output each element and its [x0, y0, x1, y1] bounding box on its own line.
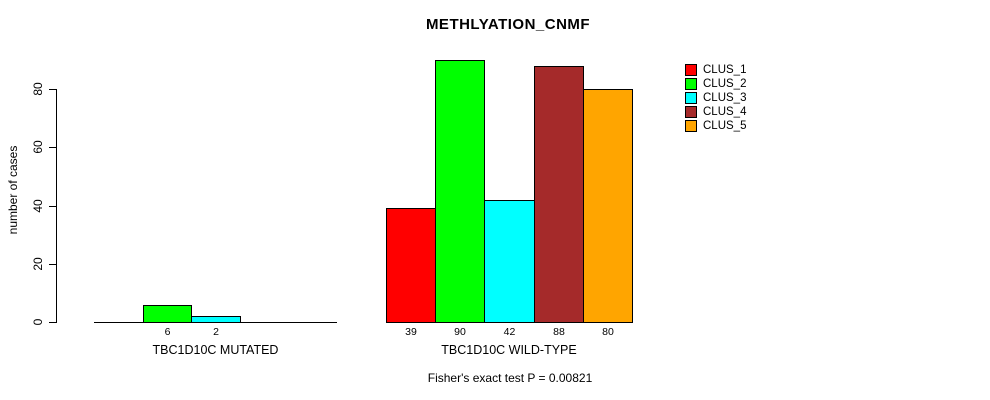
bar-value-label: 39 — [405, 326, 417, 338]
annotation-text: Fisher's exact test P = 0.00821 — [427, 371, 593, 385]
bar-clus_3 — [484, 200, 535, 323]
legend-label: CLUS_1 — [703, 64, 747, 76]
legend-item-clus_5: CLUS_5 — [685, 120, 746, 132]
bar-value-label: 88 — [553, 326, 565, 338]
bar-clus_5 — [583, 89, 633, 323]
y-tick-mark — [49, 89, 57, 90]
y-tick-mark — [49, 264, 57, 265]
legend-label: CLUS_5 — [703, 120, 747, 132]
group-label: TBC1D10C MUTATED — [152, 343, 279, 357]
bar-clus_4 — [534, 66, 584, 323]
y-tick-mark — [49, 206, 57, 207]
chart-title: METHLYATION_CNMF — [425, 16, 591, 33]
y-tick-label: 0 — [31, 318, 45, 326]
legend-label: CLUS_4 — [703, 106, 747, 118]
bar-value-label: 42 — [503, 326, 516, 338]
legend-swatch-icon — [685, 106, 697, 118]
legend-swatch-icon — [685, 64, 697, 76]
legend-item-clus_3: CLUS_3 — [685, 92, 746, 104]
y-tick-label: 20 — [31, 257, 45, 271]
y-tick-label: 80 — [31, 82, 45, 96]
legend-label: CLUS_2 — [703, 78, 747, 90]
legend-label: CLUS_3 — [703, 92, 747, 104]
bar-value-label: 90 — [454, 326, 466, 338]
bar-clus_2 — [143, 305, 192, 323]
bar-value-label: 6 — [164, 326, 171, 338]
y-axis-label: number of cases — [6, 145, 20, 235]
legend-swatch-icon — [685, 78, 697, 90]
legend-swatch-icon — [685, 120, 697, 132]
bar-clus_2 — [435, 60, 485, 323]
legend-item-clus_1: CLUS_1 — [685, 64, 746, 76]
bar-clus_3 — [191, 316, 241, 323]
legend-swatch-icon — [685, 92, 697, 104]
y-tick-label: 40 — [31, 199, 45, 213]
legend: CLUS_1 CLUS_2 CLUS_3 CLUS_4 CLUS_5 — [685, 64, 746, 132]
y-tick-label: 60 — [31, 140, 45, 154]
bar-clus_1 — [386, 208, 436, 323]
legend-item-clus_2: CLUS_2 — [685, 78, 746, 90]
legend-item-clus_4: CLUS_4 — [685, 106, 746, 118]
bar-value-label: 80 — [602, 326, 614, 338]
bar-value-label: 2 — [213, 326, 219, 338]
group-label: TBC1D10C WILD-TYPE — [441, 343, 577, 357]
y-tick-mark — [49, 322, 57, 323]
y-tick-mark — [49, 147, 57, 148]
